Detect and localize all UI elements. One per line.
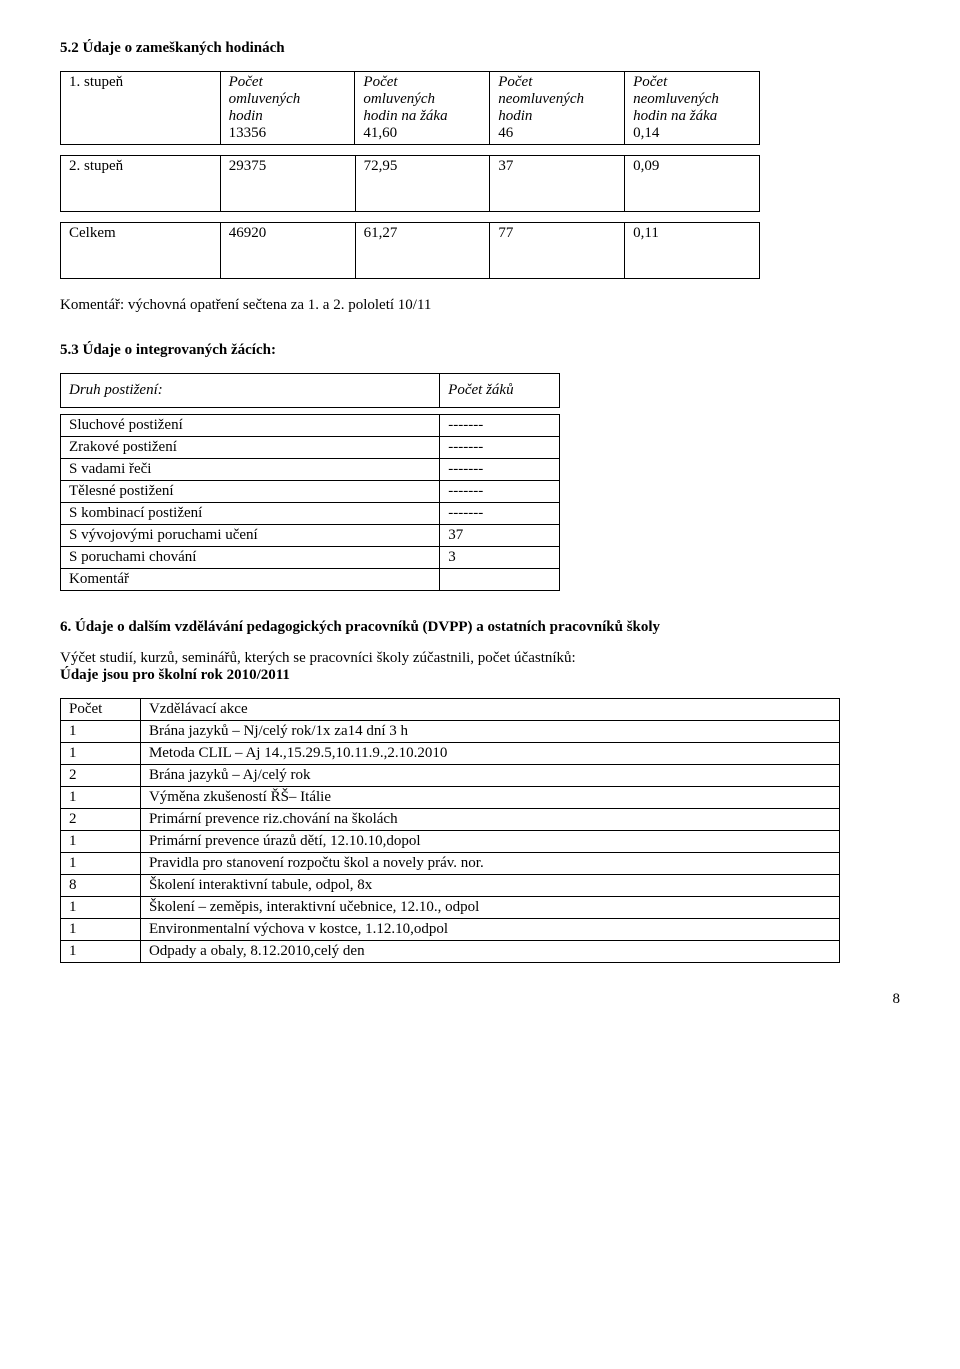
cell: S kombinací postižení — [61, 503, 440, 525]
cell: 72,95 — [355, 156, 490, 212]
table-row: 1. stupeň Počet omluvených hodin 13356 P… — [61, 72, 760, 145]
table-row: Celkem 46920 61,27 77 0,11 — [61, 223, 760, 279]
cell: Komentář — [61, 569, 440, 591]
cell: Celkem — [61, 223, 221, 279]
cell: Výměna zkušeností ŘŠ– Itálie — [140, 787, 839, 809]
cell: 61,27 — [355, 223, 490, 279]
table-row: Sluchové postižení ------- — [61, 415, 560, 437]
cell: 1 — [61, 787, 141, 809]
table-dvpp: Počet Vzdělávací akce 1 Brána jazyků – N… — [60, 698, 840, 963]
cell: Zrakové postižení — [61, 437, 440, 459]
table-row: S kombinací postižení ------- — [61, 503, 560, 525]
cell: Školení – zeměpis, interaktivní učebnice… — [140, 897, 839, 919]
cell: Pravidla pro stanovení rozpočtu škol a n… — [140, 853, 839, 875]
cell: S vadami řeči — [61, 459, 440, 481]
table-row: 1 Primární prevence úrazů dětí, 12.10.10… — [61, 831, 840, 853]
cell: 1 — [61, 721, 141, 743]
page-number: 8 — [60, 991, 900, 1008]
section-5-2: 5.2 Údaje o zameškaných hodinách 1. stup… — [60, 40, 900, 314]
cell: 2 — [61, 809, 141, 831]
cell: 1 — [61, 743, 141, 765]
cell: ------- — [440, 481, 560, 503]
cell: 1 — [61, 853, 141, 875]
table-row: S poruchami chování 3 — [61, 547, 560, 569]
cell: Počet žáků — [440, 374, 560, 408]
cell: Sluchové postižení — [61, 415, 440, 437]
cell: ------- — [440, 459, 560, 481]
cell: ------- — [440, 437, 560, 459]
table-absences-row3: Celkem 46920 61,27 77 0,11 — [60, 222, 760, 279]
cell: Počet neomluvených hodin 46 — [490, 72, 625, 145]
table-absences: 1. stupeň Počet omluvených hodin 13356 P… — [60, 71, 760, 145]
table-row: Počet Vzdělávací akce — [61, 699, 840, 721]
intro-line-1: Výčet studií, kurzů, seminářů, kterých s… — [60, 650, 900, 667]
cell: 1 — [61, 919, 141, 941]
section-6: 6. Údaje o dalším vzdělávání pedagogický… — [60, 619, 900, 963]
cell: 77 — [490, 223, 625, 279]
cell: 37 — [440, 525, 560, 547]
table-row: 1 Pravidla pro stanovení rozpočtu škol a… — [61, 853, 840, 875]
cell — [440, 569, 560, 591]
cell: 1. stupeň — [61, 72, 221, 145]
heading-5-2: 5.2 Údaje o zameškaných hodinách — [60, 40, 900, 57]
heading-6: 6. Údaje o dalším vzdělávání pedagogický… — [60, 619, 900, 636]
table-row: 1 Metoda CLIL – Aj 14.,15.29.5,10.11.9.,… — [61, 743, 840, 765]
cell: 1 — [61, 897, 141, 919]
heading-5-3: 5.3 Údaje o integrovaných žácích: — [60, 342, 900, 359]
cell: 8 — [61, 875, 141, 897]
cell: 0,11 — [625, 223, 760, 279]
cell: 2 — [61, 765, 141, 787]
cell: 2. stupeň — [61, 156, 221, 212]
cell: Počet neomluvených hodin na žáka 0,14 — [625, 72, 760, 145]
cell: 1 — [61, 941, 141, 963]
cell: Odpady a obaly, 8.12.2010,celý den — [140, 941, 839, 963]
table-integrated: Sluchové postižení ------- Zrakové posti… — [60, 414, 560, 591]
cell: ------- — [440, 415, 560, 437]
cell: 1 — [61, 831, 141, 853]
table-row: 8 Školení interaktivní tabule, odpol, 8x — [61, 875, 840, 897]
cell: Počet omluvených hodin na žáka 41,60 — [355, 72, 490, 145]
intro-line-2: Údaje jsou pro školní rok 2010/2011 — [60, 667, 900, 684]
cell: Metoda CLIL – Aj 14.,15.29.5,10.11.9.,2.… — [140, 743, 839, 765]
table-row: 2. stupeň 29375 72,95 37 0,09 — [61, 156, 760, 212]
cell: Počet omluvených hodin 13356 — [220, 72, 355, 145]
cell: 46920 — [220, 223, 355, 279]
cell: 29375 — [220, 156, 355, 212]
cell: Druh postižení: — [61, 374, 440, 408]
cell: Primární prevence riz.chování na školách — [140, 809, 839, 831]
table-row: S vývojovými poruchami učení 37 — [61, 525, 560, 547]
cell: Primární prevence úrazů dětí, 12.10.10,d… — [140, 831, 839, 853]
section-5-3: 5.3 Údaje o integrovaných žácích: Druh p… — [60, 342, 900, 591]
table-row: Druh postižení: Počet žáků — [61, 374, 560, 408]
table-row: 1 Environmentalní výchova v kostce, 1.12… — [61, 919, 840, 941]
cell: S poruchami chování — [61, 547, 440, 569]
table-row: 1 Odpady a obaly, 8.12.2010,celý den — [61, 941, 840, 963]
cell: ------- — [440, 503, 560, 525]
cell: S vývojovými poruchami učení — [61, 525, 440, 547]
cell: 37 — [490, 156, 625, 212]
table-row: 2 Brána jazyků – Aj/celý rok — [61, 765, 840, 787]
cell: Brána jazyků – Aj/celý rok — [140, 765, 839, 787]
cell: Brána jazyků – Nj/celý rok/1x za14 dní 3… — [140, 721, 839, 743]
table-row: Zrakové postižení ------- — [61, 437, 560, 459]
table-row: Tělesné postižení ------- — [61, 481, 560, 503]
table-row: 2 Primární prevence riz.chování na školá… — [61, 809, 840, 831]
comment-5-2: Komentář: výchovná opatření sečtena za 1… — [60, 297, 900, 314]
cell: Vzdělávací akce — [140, 699, 839, 721]
table-row: Komentář — [61, 569, 560, 591]
cell: Počet — [61, 699, 141, 721]
table-integrated-header: Druh postižení: Počet žáků — [60, 373, 560, 408]
table-row: 1 Výměna zkušeností ŘŠ– Itálie — [61, 787, 840, 809]
cell: Školení interaktivní tabule, odpol, 8x — [140, 875, 839, 897]
table-row: S vadami řeči ------- — [61, 459, 560, 481]
table-row: 1 Školení – zeměpis, interaktivní učebni… — [61, 897, 840, 919]
cell: 0,09 — [625, 156, 760, 212]
table-absences-row2: 2. stupeň 29375 72,95 37 0,09 — [60, 155, 760, 212]
cell: Environmentalní výchova v kostce, 1.12.1… — [140, 919, 839, 941]
cell: 3 — [440, 547, 560, 569]
table-row: 1 Brána jazyků – Nj/celý rok/1x za14 dní… — [61, 721, 840, 743]
cell: Tělesné postižení — [61, 481, 440, 503]
